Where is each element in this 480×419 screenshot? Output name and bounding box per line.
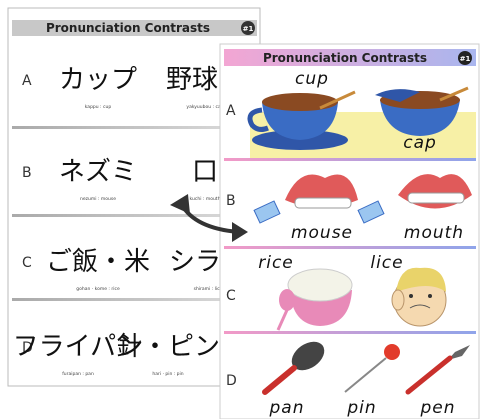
row-letter: A (22, 73, 32, 89)
divider (224, 246, 476, 249)
back-badge-bg (241, 21, 255, 35)
mouse-illustration (253, 174, 358, 224)
japanese-word: フライパン (13, 332, 144, 362)
japanese-word: 口 (192, 157, 218, 187)
mouth-illustration (357, 174, 472, 224)
english-word: mouse (291, 223, 353, 243)
divider (12, 298, 257, 301)
lice-illustration (391, 267, 447, 327)
row-letter: B (226, 193, 236, 209)
front-badge: #1 (460, 55, 471, 63)
row-letter: A (226, 103, 236, 119)
japanese-word: ご飯・米 (46, 247, 150, 277)
divider (224, 331, 476, 334)
reading: nezumi : mouse (80, 196, 116, 202)
row-letter: B (22, 165, 32, 181)
japanese-word: 針・ピン (116, 332, 220, 362)
row-letter: C (226, 288, 236, 304)
front-title: Pronunciation Contrasts (263, 51, 427, 65)
back-badge: #1 (243, 25, 254, 33)
row-letter: C (22, 255, 32, 271)
reading: hari · pin : pin (152, 371, 183, 377)
reading: kuchi : mouth (190, 196, 221, 202)
reading: shirami : lice (194, 286, 223, 292)
rice-illustration (276, 268, 353, 331)
divider (12, 126, 257, 129)
english-word: lice (370, 253, 403, 273)
front-title-bar (224, 49, 476, 66)
row-letter: D (226, 373, 237, 389)
english-word: cup (295, 69, 329, 89)
pen-illustration (405, 345, 470, 395)
reading: kappu : cup (85, 104, 112, 110)
english-word: pan (269, 398, 305, 418)
reading: gohan · kome : rice (76, 286, 120, 292)
front-badge-bg (458, 51, 472, 65)
divider (224, 158, 476, 161)
cup-illustration (247, 90, 356, 150)
japanese-word: ネズミ (59, 157, 137, 187)
reading: yakyuubou : cap (186, 104, 223, 110)
back-card (7, 7, 261, 387)
pan-illustration (262, 341, 325, 395)
reading: furaipan : pan (62, 371, 94, 377)
english-word: pin (346, 398, 376, 418)
english-word: pen (419, 398, 455, 418)
english-word: cap (403, 133, 437, 153)
back-title-bar (12, 20, 257, 36)
japanese-word: カップ (59, 65, 137, 95)
cap-illustration (375, 86, 469, 136)
pin-illustration (344, 344, 400, 393)
english-word: rice (258, 253, 294, 273)
double-arrow (170, 194, 248, 242)
divider (12, 214, 257, 217)
back-title: Pronunciation Contrasts (46, 21, 210, 35)
english-word: mouth (404, 223, 464, 243)
back-sheet: Pronunciation Contrasts #1 A カップ kappu : c… (7, 7, 271, 387)
row-letter: D (22, 340, 33, 356)
